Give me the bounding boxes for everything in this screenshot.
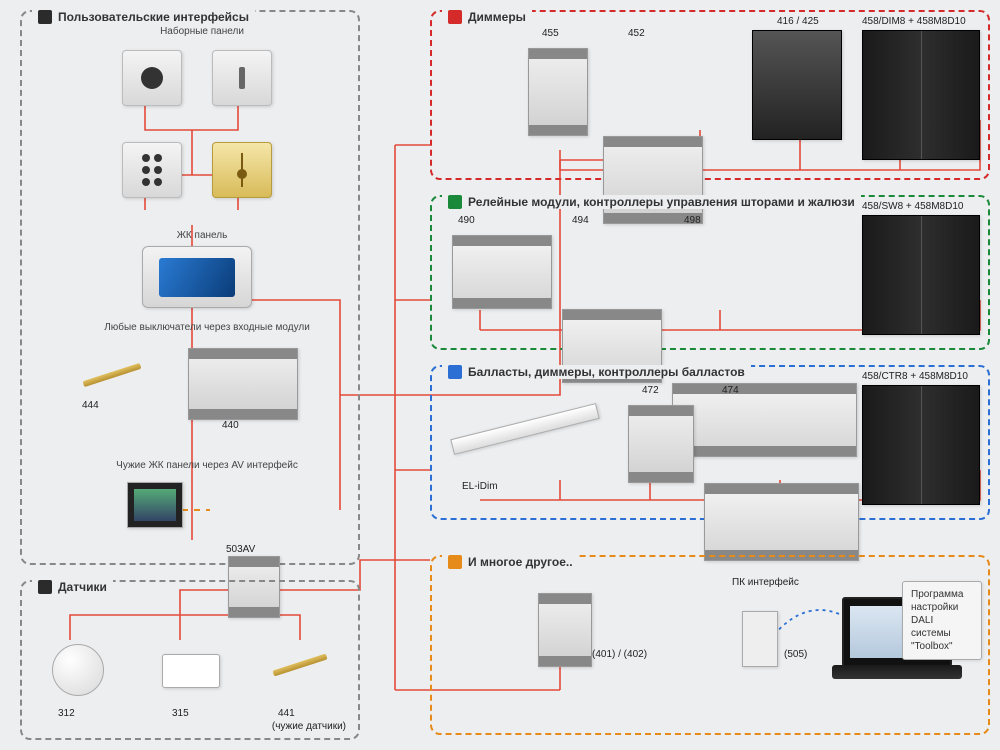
- label-444: 444: [82, 400, 99, 411]
- foreign-lcd-thumb: [127, 482, 183, 528]
- label-441: 441: [278, 708, 295, 719]
- label-elidim: EL-iDim: [462, 481, 498, 492]
- section-user-interfaces: Пользовательские интерфейсы Наборные пан…: [20, 10, 360, 565]
- square-icon: [38, 580, 52, 594]
- el-idim: [450, 403, 599, 455]
- section-dimmers: Диммеры 455 452 416 / 425 458/DIM8 + 458…: [430, 10, 990, 180]
- slot-icon: [239, 67, 245, 89]
- square-icon: [448, 555, 462, 569]
- label-lcd: ЖК панель: [162, 230, 242, 241]
- label-315: 315: [172, 708, 189, 719]
- section-title-other: И многое другое..: [442, 555, 579, 569]
- label-472: 472: [642, 385, 659, 396]
- cable-444: [83, 363, 142, 387]
- square-icon: [448, 195, 462, 209]
- section-title-relays: Релейные модули, контроллеры управления …: [442, 195, 861, 209]
- title-text: И многое другое..: [468, 555, 573, 569]
- title-text: Пользовательские интерфейсы: [58, 10, 249, 24]
- label-455: 455: [542, 28, 559, 39]
- label-401-402: (401) / (402): [592, 649, 647, 660]
- square-icon: [448, 365, 462, 379]
- title-text: Балласты, диммеры, контроллеры балластов: [468, 365, 745, 379]
- label-440: 440: [222, 420, 239, 431]
- title-text: Релейные модули, контроллеры управления …: [468, 195, 855, 209]
- title-text: Диммеры: [468, 10, 526, 24]
- sensor-315: [162, 654, 220, 688]
- label-452: 452: [628, 28, 645, 39]
- panel-dots: [122, 142, 182, 198]
- pc-interface-505: [742, 611, 778, 667]
- ballast-472: [628, 405, 694, 483]
- title-text: Датчики: [58, 580, 107, 594]
- panel-slot: [212, 50, 272, 106]
- label-any-switches: Любые выключатели через входные модули: [92, 322, 322, 333]
- section-title-dimmers: Диммеры: [442, 10, 532, 24]
- module-401-402: [538, 593, 592, 667]
- lcd-panel: [142, 246, 252, 308]
- button-grid-icon: [142, 154, 162, 186]
- label-498: 498: [684, 215, 701, 226]
- label-474: 474: [722, 385, 739, 396]
- subtitle-panels: Наборные панели: [142, 26, 262, 37]
- sensor-312: [52, 644, 104, 696]
- square-icon: [448, 10, 462, 24]
- label-505: (505): [784, 649, 807, 660]
- label-pc-iface: ПК интерфейс: [732, 577, 799, 588]
- label-312: 312: [58, 708, 75, 719]
- label-458dim8: 458/DIM8 + 458M8D10: [862, 16, 966, 27]
- label-494: 494: [572, 215, 589, 226]
- section-title-sensors: Датчики: [32, 580, 113, 594]
- panel-knob: [122, 50, 182, 106]
- section-ballasts: Балласты, диммеры, контроллеры балластов…: [430, 365, 990, 520]
- section-title-ballasts: Балласты, диммеры, контроллеры балластов: [442, 365, 751, 379]
- square-icon: [38, 10, 52, 24]
- relay-490: [452, 235, 552, 309]
- label-foreign-lcd: Чужие ЖК панели через AV интерфейс: [92, 460, 322, 471]
- label-ext-sensors: (чужие датчики): [272, 721, 346, 732]
- ballast-rack-large: [862, 385, 980, 505]
- module-440: [188, 348, 298, 420]
- ballast-474: [704, 483, 859, 561]
- section-other: И многое другое.. (401) / (402) ПК интер…: [430, 555, 990, 735]
- label-458sw8: 458/SW8 + 458M8D10: [862, 201, 963, 212]
- sensor-441-cable: [272, 653, 327, 676]
- section-title-ui: Пользовательские интерфейсы: [32, 10, 255, 24]
- label-458ctr8: 458/CTR8 + 458M8D10: [862, 371, 968, 382]
- label-490: 490: [458, 215, 475, 226]
- lcd-screen-icon: [159, 258, 235, 297]
- note-text: Программа настройки DALI системы "Toolbo…: [911, 589, 963, 652]
- section-sensors: Датчики 312 315 441 (чужие датчики): [20, 580, 360, 740]
- dial-icon: [141, 67, 163, 89]
- note-toolbox: Программа настройки DALI системы "Toolbo…: [902, 581, 982, 660]
- dimmer-rack-large: [862, 30, 980, 160]
- section-relays: Релейные модули, контроллеры управления …: [430, 195, 990, 350]
- relay-rack-large: [862, 215, 980, 335]
- dimmer-rack-small: [752, 30, 842, 140]
- label-503av: 503AV: [226, 544, 255, 555]
- dimmer-455: [528, 48, 588, 136]
- panel-gold-slider: [212, 142, 272, 198]
- label-416-425: 416 / 425: [777, 16, 819, 27]
